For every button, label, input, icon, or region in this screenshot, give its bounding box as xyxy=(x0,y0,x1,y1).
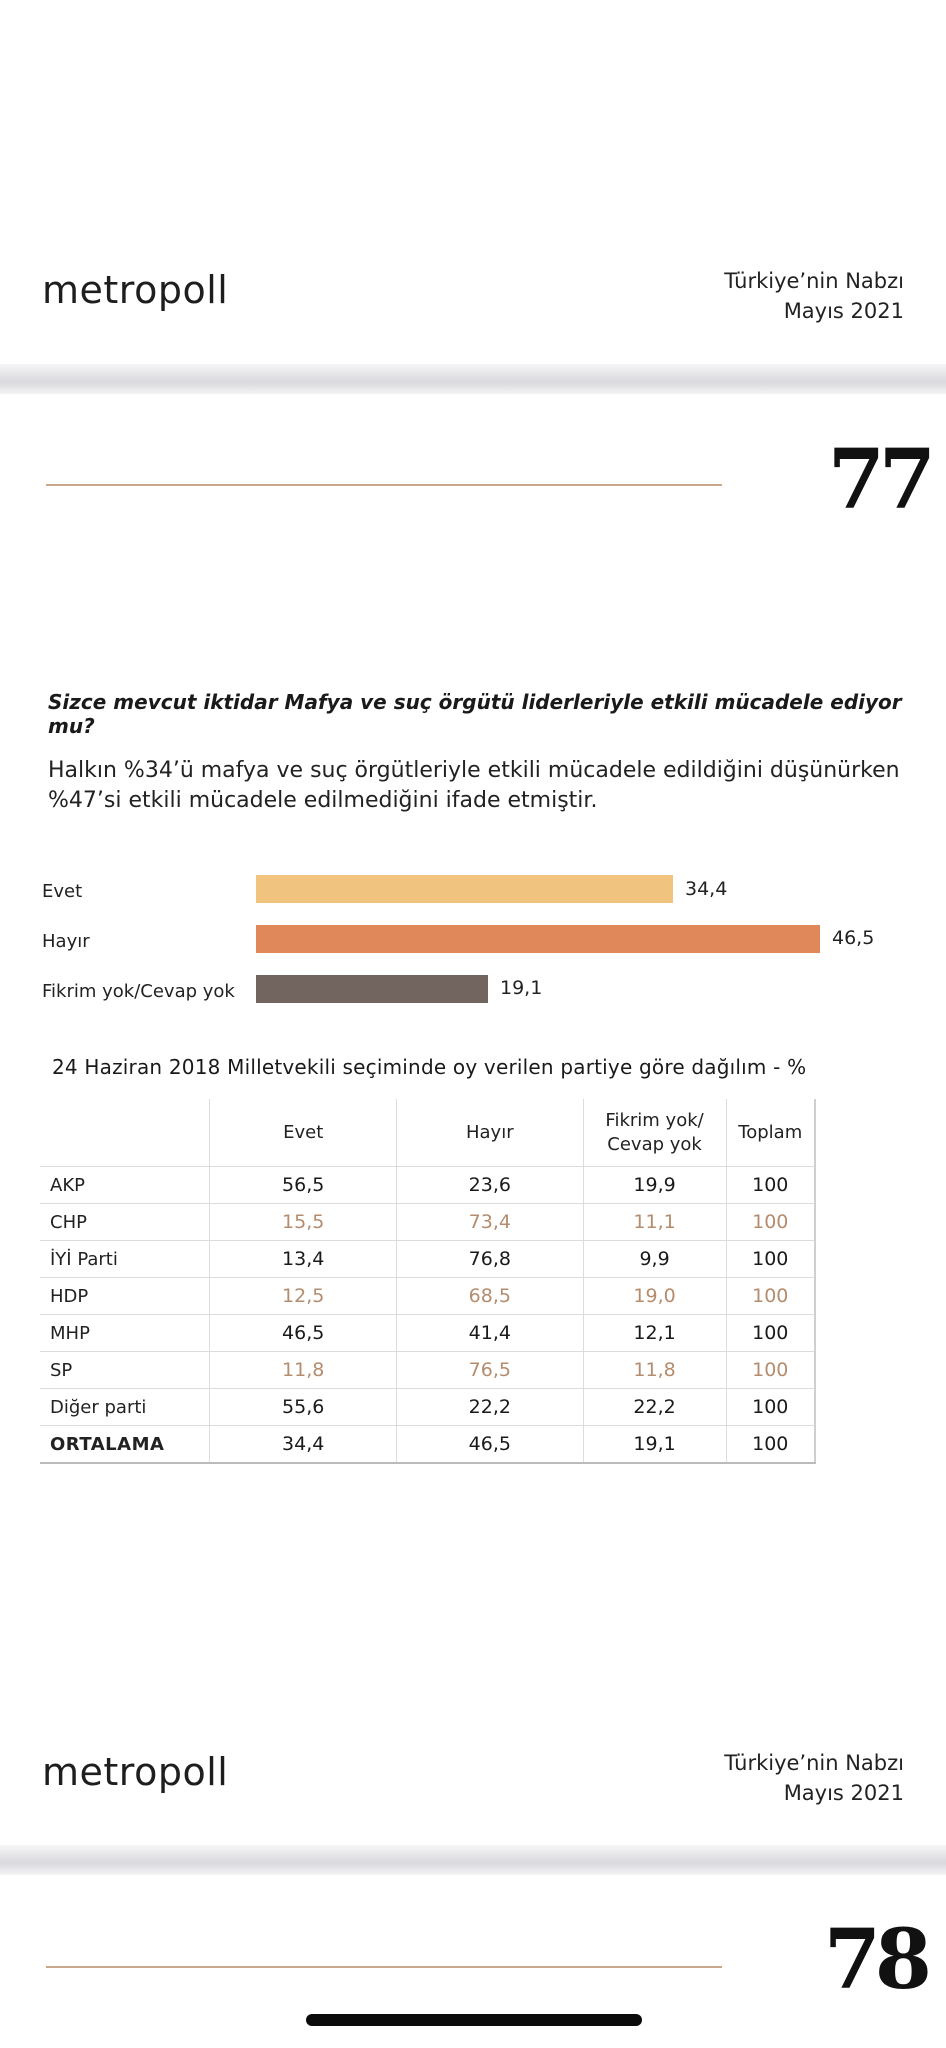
bar-value-evet: 34,4 xyxy=(685,878,728,900)
table-row: Diğer parti 55,6 22,2 22,2 100 xyxy=(40,1388,816,1426)
header-evet: Evet xyxy=(209,1099,397,1167)
table-row: AKP 56,5 23,6 19,9 100 xyxy=(40,1166,816,1204)
header-fikrim-yok: Fikrim yok/ Cevap yok xyxy=(582,1099,727,1167)
hayir-cell: 46,5 xyxy=(395,1425,584,1464)
header-toplam: Toplam xyxy=(725,1099,816,1167)
evet-cell: 13,4 xyxy=(209,1240,397,1278)
bar-label-hayir: Hayır xyxy=(42,931,90,952)
table-row: İYİ Parti 13,4 76,8 9,9 100 xyxy=(40,1240,816,1278)
bar-fikrim-yok xyxy=(256,975,488,1003)
header-party xyxy=(40,1099,211,1167)
bar-label-fikrim-yok: Fikrim yok/Cevap yok xyxy=(42,981,235,1002)
toplam-cell: 100 xyxy=(725,1277,816,1315)
bar-hayir xyxy=(256,925,820,953)
bar-label-evet: Evet xyxy=(42,881,83,902)
hayir-cell: 68,5 xyxy=(395,1277,584,1315)
hayir-cell: 76,8 xyxy=(395,1240,584,1278)
summary-line-2: %47’si etkili mücadele edilmediğini ifad… xyxy=(48,788,598,813)
question-text: Sizce mevcut iktidar Mafya ve suç örgütü… xyxy=(48,690,902,738)
evet-cell: 11,8 xyxy=(209,1351,397,1389)
hayir-cell: 73,4 xyxy=(395,1203,584,1241)
summary-line-1: Halkın %34’ü mafya ve suç örgütleriyle e… xyxy=(48,758,900,783)
page-separator-2 xyxy=(0,1845,946,1875)
evet-cell: 46,5 xyxy=(209,1314,397,1352)
report-title-2: Türkiye’nin Nabzı xyxy=(724,1751,904,1775)
hayir-cell: 22,2 xyxy=(395,1388,584,1426)
evet-cell: 56,5 xyxy=(209,1166,397,1204)
table-header-row: Evet Hayır Fikrim yok/ Cevap yok Toplam xyxy=(40,1099,816,1167)
party-cell: SP xyxy=(40,1351,211,1389)
report-date-2: Mayıs 2021 xyxy=(783,1781,904,1805)
report-title-block: Türkiye’nin Nabzı Mayıs 2021 xyxy=(724,266,904,326)
bar-value-hayir: 46,5 xyxy=(832,927,875,949)
toplam-cell: 100 xyxy=(725,1351,816,1389)
party-cell: HDP xyxy=(40,1277,211,1315)
page-number-2: 78 xyxy=(823,1912,932,2008)
header-hayir: Hayır xyxy=(395,1099,584,1167)
evet-cell: 34,4 xyxy=(209,1425,397,1464)
toplam-cell: 100 xyxy=(725,1425,816,1464)
party-cell: ORTALAMA xyxy=(40,1425,211,1464)
toplam-cell: 100 xyxy=(725,1314,816,1352)
report-date: Mayıs 2021 xyxy=(783,299,904,323)
fikrim-cell: 19,0 xyxy=(582,1277,727,1315)
evet-cell: 55,6 xyxy=(209,1388,397,1426)
fikrim-cell: 9,9 xyxy=(582,1240,727,1278)
header-fikrim-yok-label: Fikrim yok/ Cevap yok xyxy=(605,1109,704,1155)
party-cell: Diğer parti xyxy=(40,1388,211,1426)
table-row: CHP 15,5 73,4 11,1 100 xyxy=(40,1203,816,1241)
home-indicator[interactable] xyxy=(306,2014,642,2026)
fikrim-cell: 11,8 xyxy=(582,1351,727,1389)
accent-rule xyxy=(46,484,722,486)
fikrim-cell: 19,1 xyxy=(582,1425,727,1464)
accent-rule-2 xyxy=(46,1966,722,1968)
distribution-table: Evet Hayır Fikrim yok/ Cevap yok Toplam … xyxy=(40,1099,816,1464)
hayir-cell: 41,4 xyxy=(395,1314,584,1352)
metropoll-logo-2: metropoll xyxy=(42,1750,229,1794)
toplam-cell: 100 xyxy=(725,1388,816,1426)
bar-evet xyxy=(256,875,673,903)
page-separator xyxy=(0,364,946,394)
hayir-cell: 23,6 xyxy=(395,1166,584,1204)
evet-cell: 15,5 xyxy=(209,1203,397,1241)
toplam-cell: 100 xyxy=(725,1203,816,1241)
fikrim-cell: 19,9 xyxy=(582,1166,727,1204)
toplam-cell: 100 xyxy=(725,1240,816,1278)
report-title: Türkiye’nin Nabzı xyxy=(724,269,904,293)
fikrim-cell: 11,1 xyxy=(582,1203,727,1241)
hayir-cell: 76,5 xyxy=(395,1351,584,1389)
metropoll-logo: metropoll xyxy=(42,268,229,312)
table-row: HDP 12,5 68,5 19,0 100 xyxy=(40,1277,816,1315)
party-cell: MHP xyxy=(40,1314,211,1352)
evet-cell: 12,5 xyxy=(209,1277,397,1315)
table-title: 24 Haziran 2018 Milletvekili seçiminde o… xyxy=(52,1055,807,1079)
fikrim-cell: 22,2 xyxy=(582,1388,727,1426)
fikrim-cell: 12,1 xyxy=(582,1314,727,1352)
toplam-cell: 100 xyxy=(725,1166,816,1204)
table-row: MHP 46,5 41,4 12,1 100 xyxy=(40,1314,816,1352)
party-cell: CHP xyxy=(40,1203,211,1241)
table-row: SP 11,8 76,5 11,8 100 xyxy=(40,1351,816,1389)
page-number: 77 xyxy=(827,432,936,528)
report-title-block-2: Türkiye’nin Nabzı Mayıs 2021 xyxy=(724,1748,904,1808)
bar-value-fikrim-yok: 19,1 xyxy=(500,977,543,999)
summary-text: Halkın %34’ü mafya ve suç örgütleriyle e… xyxy=(48,756,900,816)
table-row-average: ORTALAMA 34,4 46,5 19,1 100 xyxy=(40,1425,816,1464)
party-cell: İYİ Parti xyxy=(40,1240,211,1278)
party-cell: AKP xyxy=(40,1166,211,1204)
